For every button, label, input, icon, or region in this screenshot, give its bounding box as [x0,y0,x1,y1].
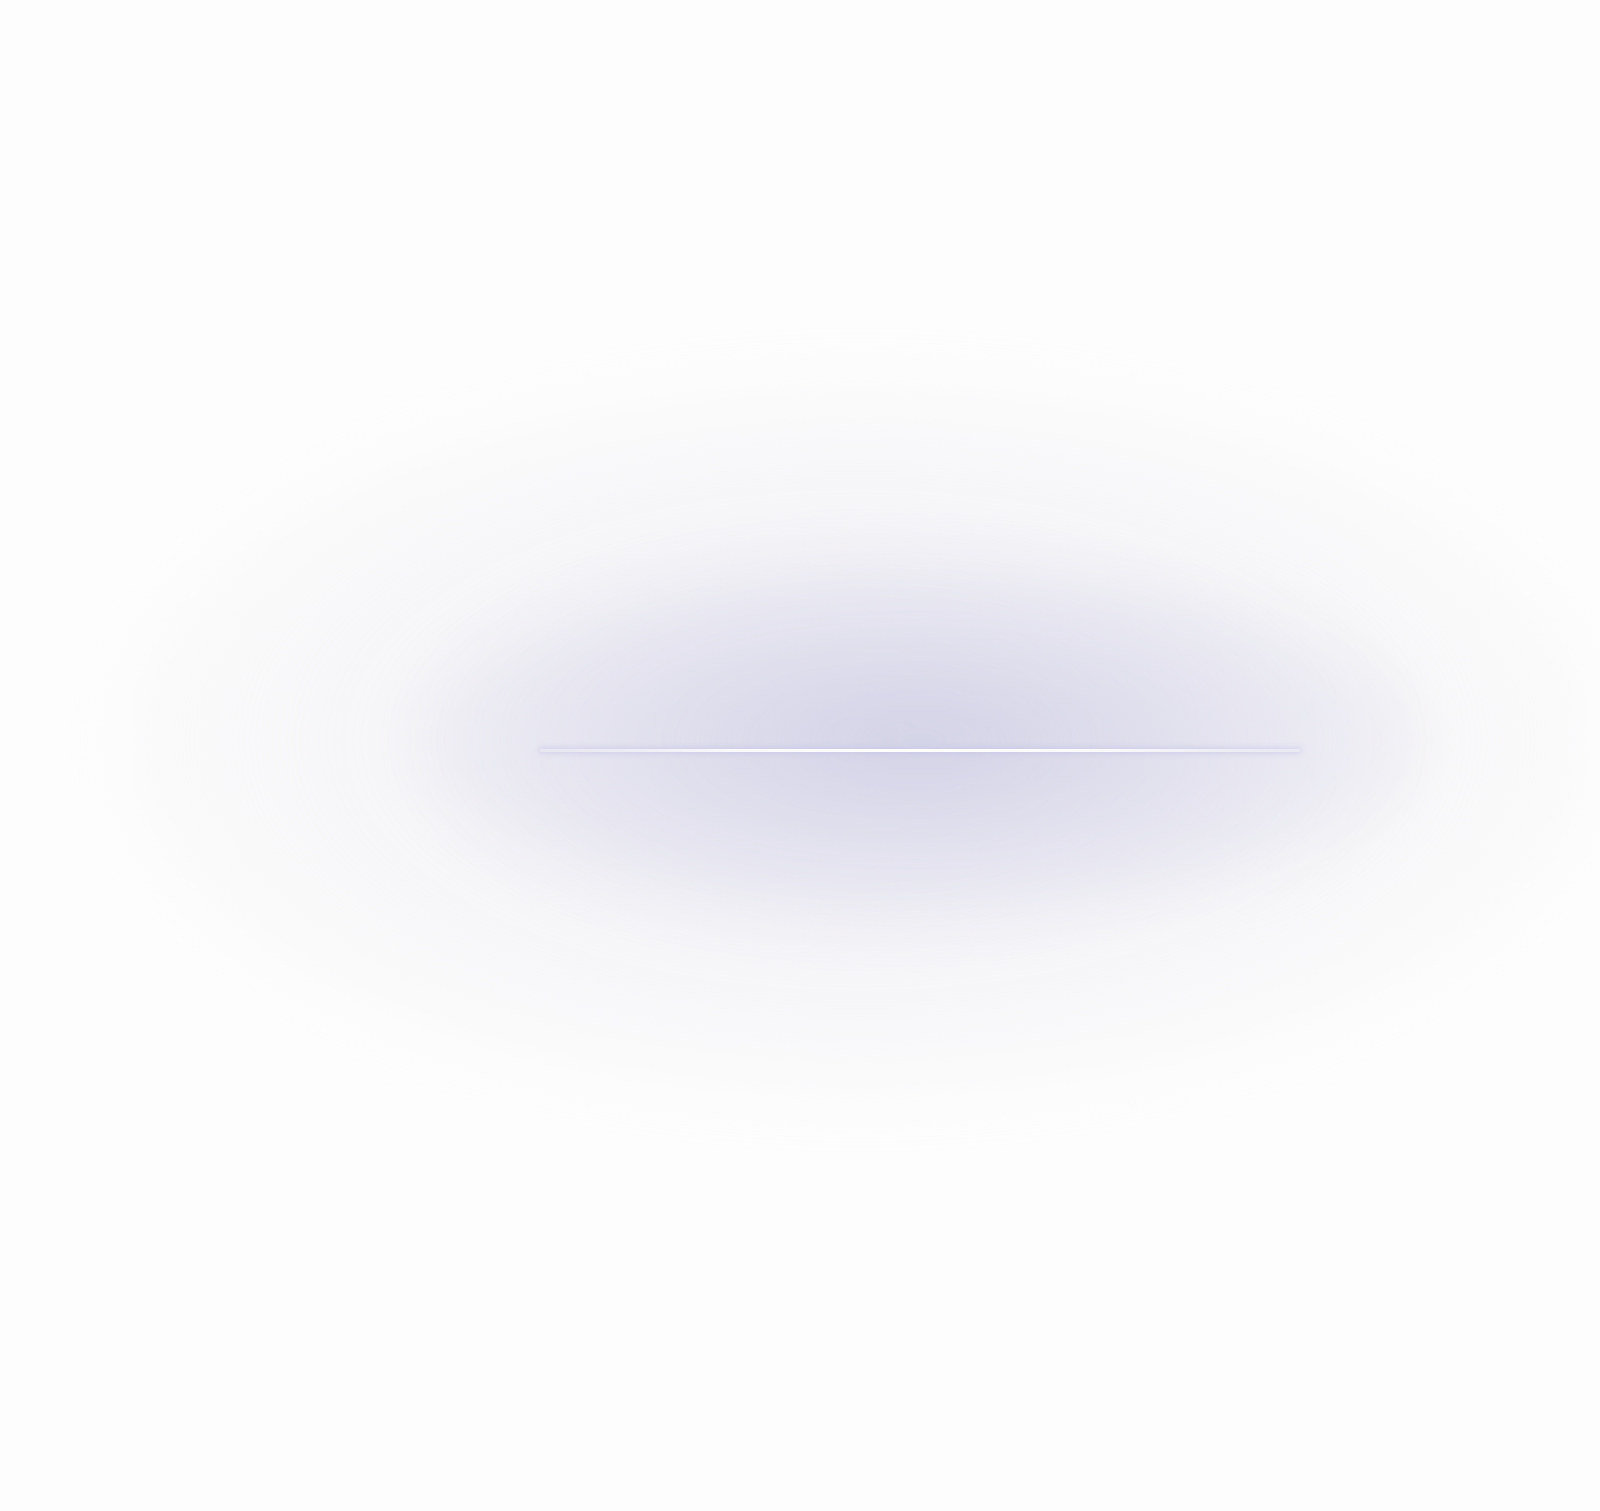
inner-glow [420,560,1420,920]
horizontal-light-line [540,749,1300,752]
